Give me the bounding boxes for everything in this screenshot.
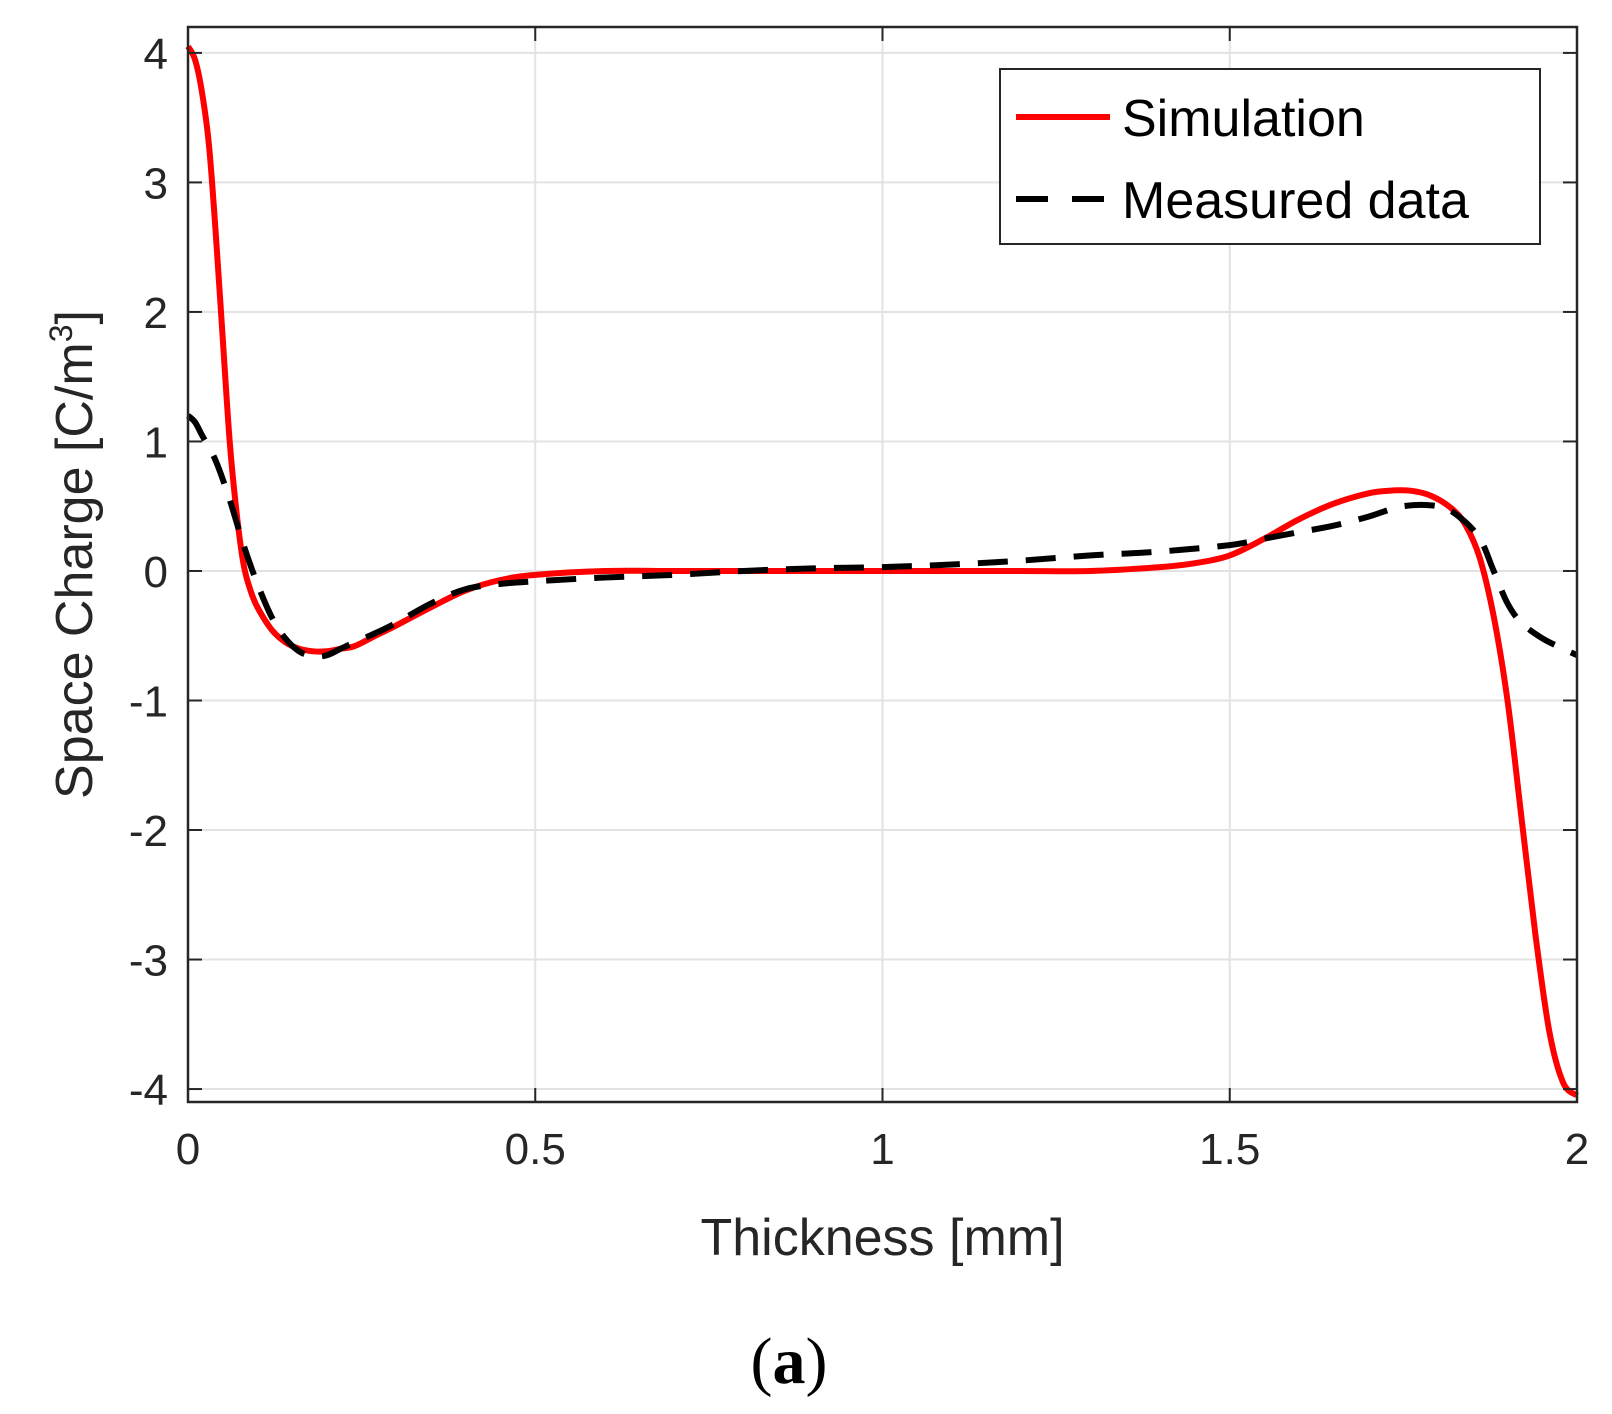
panel-label-open: ( xyxy=(751,1325,773,1398)
legend-box xyxy=(999,68,1541,245)
x-tick-label: 0 xyxy=(176,1125,200,1174)
plot-area xyxy=(185,44,1580,1098)
legend-measured-label: Measured data xyxy=(1122,172,1469,230)
y-tick-label: -1 xyxy=(129,677,168,726)
panel-label: (a) xyxy=(751,1325,828,1398)
y-tick-label: 4 xyxy=(144,30,168,79)
y-tick-label: 3 xyxy=(144,159,168,208)
legend-simulation-label: Simulation xyxy=(1122,90,1365,148)
legend: Simulation Measured data xyxy=(999,68,1541,245)
panel-label-letter: a xyxy=(773,1325,806,1398)
y-tick-label: 2 xyxy=(144,289,168,338)
y-axis-title-superscript: 3 xyxy=(43,325,79,343)
x-tick-label: 2 xyxy=(1565,1125,1589,1174)
y-tick-label: 1 xyxy=(144,418,168,467)
x-tick-label: 1.5 xyxy=(1199,1125,1260,1174)
y-axis-title: Space Charge [C/m3] xyxy=(43,310,104,799)
x-tick-label: 1 xyxy=(870,1125,894,1174)
y-tick-label: -2 xyxy=(129,807,168,856)
x-axis-title: Thickness [mm] xyxy=(700,1209,1064,1267)
panel-label-close: ) xyxy=(806,1325,828,1398)
measured-series-line xyxy=(186,413,1579,660)
y-axis-title-text: Space Charge [C/m xyxy=(46,342,104,799)
axis-ticks: 0 0.5 1 1.5 2 4 3 2 1 0 -1 -2 -3 -4 xyxy=(129,27,1589,1174)
y-tick-label: -4 xyxy=(129,1066,168,1115)
y-tick-label: 0 xyxy=(144,548,168,597)
y-axis-title-close: ] xyxy=(46,310,104,324)
svg-text:Space Charge [C/m3]: Space Charge [C/m3] xyxy=(43,310,104,799)
y-tick-label: -3 xyxy=(129,937,168,986)
x-tick-label: 0.5 xyxy=(505,1125,566,1174)
